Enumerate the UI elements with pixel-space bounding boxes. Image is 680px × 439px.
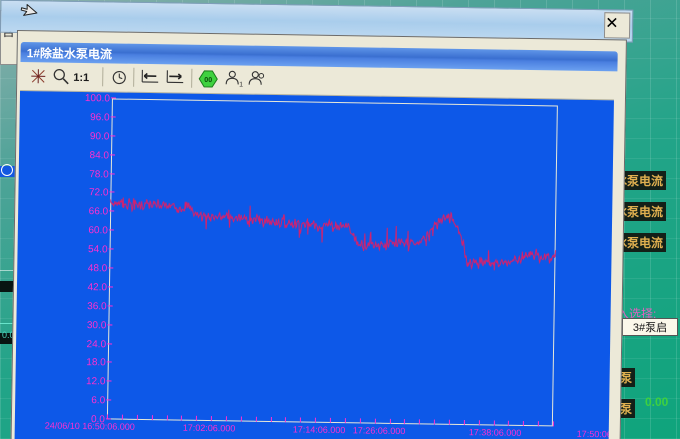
- svg-text:00: 00: [204, 77, 212, 84]
- svg-text:1: 1: [239, 81, 243, 87]
